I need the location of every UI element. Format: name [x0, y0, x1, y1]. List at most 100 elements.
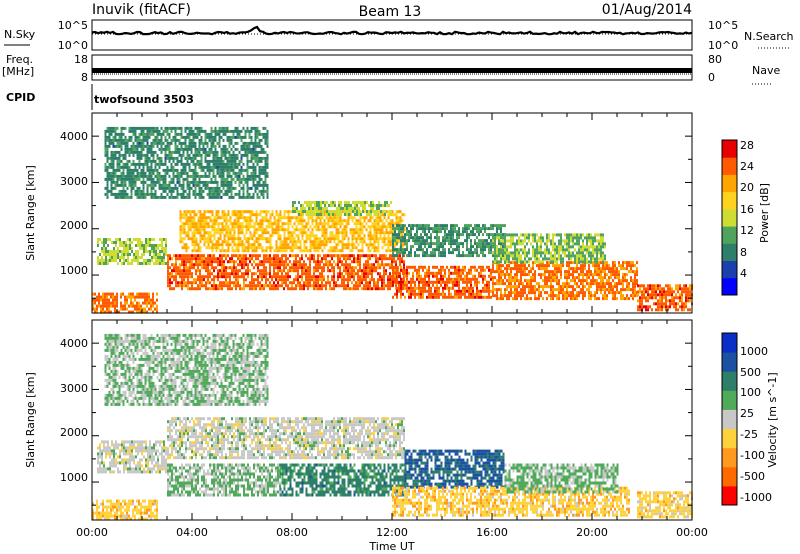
power-echo-cell	[179, 216, 182, 220]
power-echo-cell	[673, 302, 675, 306]
power-echo-cell	[574, 279, 576, 283]
power-echo-cell	[377, 243, 380, 247]
power-echo-cell	[199, 222, 202, 226]
power-echo-cell	[387, 249, 390, 253]
power-echo-cell	[281, 228, 284, 232]
power-echo-cell	[536, 260, 538, 264]
power-echo-cell	[462, 242, 464, 246]
power-echo-cell	[530, 233, 532, 237]
power-echo-cell	[434, 254, 436, 258]
power-echo-cell	[476, 227, 478, 231]
power-echo-cell	[181, 287, 183, 291]
power-echo-cell	[123, 262, 125, 265]
power-echo-cell	[681, 287, 683, 291]
power-echo-cell	[211, 254, 213, 258]
power-echo-cell	[520, 254, 522, 258]
power-echo-cell	[338, 210, 340, 213]
power-echo-cell	[259, 225, 262, 229]
power-echo-cell	[359, 249, 362, 253]
power-echo-cell	[412, 265, 414, 269]
power-echo-cell	[285, 246, 288, 250]
power-echo-cell	[177, 281, 179, 285]
power-echo-cell	[110, 186, 113, 190]
power-echo-cell	[478, 242, 480, 246]
power-echo-cell	[317, 284, 319, 288]
power-echo-cell	[213, 266, 215, 270]
power-echo-cell	[406, 268, 408, 272]
power-echo-cell	[273, 272, 275, 276]
power-echo-cell	[488, 265, 490, 269]
power-echo-cell	[167, 281, 169, 285]
power-echo-cell	[326, 213, 328, 216]
power-echo-cell	[341, 240, 344, 244]
power-echo-cell	[482, 233, 484, 237]
power-echo-cell	[140, 295, 142, 299]
power-echo-cell	[239, 231, 242, 235]
power-echo-cell	[235, 260, 237, 264]
power-echo-cell	[512, 285, 514, 289]
power-echo-cell	[392, 248, 394, 252]
power-echo-cell	[359, 266, 361, 270]
power-echo-cell	[494, 233, 496, 237]
power-echo-cell	[309, 249, 312, 253]
power-echo-cell	[329, 240, 332, 244]
power-echo-cell	[185, 231, 188, 235]
power-echo-cell	[552, 294, 554, 298]
power-echo-cell	[150, 298, 152, 302]
power-echo-cell	[311, 219, 314, 223]
power-echo-cell	[554, 242, 556, 246]
power-echo-cell	[516, 270, 518, 274]
power-echo-cell	[235, 281, 237, 285]
power-echo-cell	[343, 269, 345, 273]
power-echo-cell	[574, 257, 576, 261]
power-echo-cell	[685, 305, 687, 309]
power-echo-cell	[408, 265, 410, 269]
power-echo-cell	[500, 282, 502, 286]
power-echo-cell	[482, 251, 484, 255]
power-echo-cell	[446, 236, 448, 240]
power-echo-cell	[552, 236, 554, 240]
power-echo-cell	[265, 269, 267, 273]
power-echo-cell	[345, 225, 348, 229]
power-echo-cell	[221, 216, 224, 220]
power-echo-cell	[391, 219, 394, 223]
power-echo-cell	[261, 231, 264, 235]
power-echo-cell	[313, 260, 315, 264]
power-echo-cell	[101, 259, 103, 262]
power-echo-cell	[239, 243, 242, 247]
power-echo-cell	[273, 228, 276, 232]
power-echo-cell	[470, 224, 472, 228]
power-echo-cell	[671, 287, 673, 291]
power-echo-cell	[287, 275, 289, 279]
power-echo-cell	[556, 251, 558, 255]
power-echo-cell	[484, 245, 486, 249]
power-echo-cell	[512, 279, 514, 283]
power-echo-cell	[245, 249, 248, 253]
power-echo-cell	[396, 265, 398, 269]
power-echo-cell	[496, 245, 498, 249]
power-echo-cell	[318, 207, 320, 210]
power-echo-cell	[496, 227, 498, 231]
power-echo-cell	[161, 250, 163, 253]
power-echo-cell	[361, 249, 364, 253]
power-echo-cell	[335, 234, 338, 238]
power-echo-cell	[500, 251, 502, 255]
power-echo-cell	[195, 249, 198, 253]
power-echo-cell	[377, 260, 379, 264]
power-echo-cell	[241, 228, 244, 232]
power-echo-cell	[564, 270, 566, 274]
power-echo-cell	[116, 301, 118, 305]
power-echo-cell	[560, 285, 562, 289]
power-echo-cell	[474, 295, 476, 299]
power-echo-cell	[275, 287, 277, 291]
power-echo-cell	[634, 282, 636, 286]
power-echo-cell	[550, 239, 552, 243]
power-echo-cell	[327, 260, 329, 264]
power-echo-cell	[287, 284, 289, 288]
power-echo-cell	[422, 286, 424, 290]
power-echo-cell	[295, 219, 298, 223]
power-echo-cell	[402, 292, 404, 296]
power-echo-cell	[396, 224, 398, 228]
power-echo-cell	[197, 263, 199, 267]
power-echo-cell	[428, 289, 430, 293]
